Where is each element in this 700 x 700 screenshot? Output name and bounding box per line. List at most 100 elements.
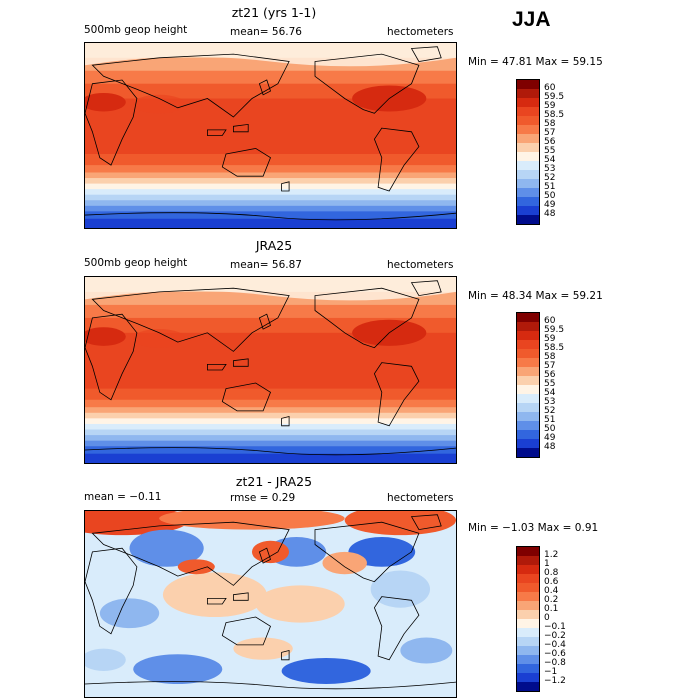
panel-variable-obs: 500mb geop height [84, 257, 188, 269]
colorbar-swatch [517, 331, 539, 340]
colorbar-swatch [517, 152, 539, 161]
colorbar-swatch [517, 322, 539, 331]
colorbar-swatch [517, 448, 539, 457]
max-value-diff: Max = 0.91 [537, 522, 599, 534]
colorbar-label: 58.5 [544, 110, 565, 120]
colorbar-label: 59 [544, 334, 556, 344]
map-field-diff [85, 511, 456, 697]
season-label: JJA [512, 8, 551, 31]
colorbar-swatch [517, 385, 539, 394]
colorbar-label: 0.4 [544, 586, 559, 596]
colorbar-label: 50 [544, 191, 556, 201]
colorbar-label: 49 [544, 200, 556, 210]
min-value-obs: Min = 48.34 [468, 290, 533, 302]
colorbar-swatch [517, 313, 539, 322]
colorbar-label: 0.1 [544, 604, 559, 614]
colorbar-label: 1.2 [544, 550, 559, 560]
colorbar-swatch [517, 601, 539, 610]
panel-mean-model: mean= 56.76 [230, 26, 302, 38]
colorbar-swatch [517, 619, 539, 628]
colorbar-label: 57 [544, 128, 556, 138]
colorbar-swatch [517, 628, 539, 637]
map-diff [84, 510, 457, 698]
colorbar-swatch [517, 610, 539, 619]
colorbar-swatch [517, 412, 539, 421]
map-field-model [85, 43, 456, 228]
colorbar-label: −0.2 [544, 631, 566, 641]
colorbar-label: 1 [544, 559, 550, 569]
colorbar-swatch [517, 430, 539, 439]
panel-rmse-diff: rmse = 0.29 [230, 492, 296, 504]
minmax-diff: Min = −1.03 Max = 0.91 [468, 522, 598, 534]
colorbar-swatch [517, 188, 539, 197]
map-obs [84, 276, 457, 464]
colorbar-label: 52 [544, 406, 556, 416]
colorbar-label: 58 [544, 352, 556, 362]
max-value-model: Max = 59.15 [535, 56, 603, 68]
colorbar-label: 58.5 [544, 343, 565, 353]
colorbar-label: 60 [544, 83, 556, 93]
colorbar-label: 51 [544, 415, 556, 425]
colorbar-label: 53 [544, 164, 556, 174]
colorbar-label: 54 [544, 155, 556, 165]
colorbar-label: 0.8 [544, 568, 559, 578]
colorbar-label: 50 [544, 424, 556, 434]
colorbar-label: 55 [544, 379, 556, 389]
colorbar-label: 48 [544, 442, 556, 452]
colorbar-label: −0.8 [544, 658, 566, 668]
colorbar-swatch [517, 170, 539, 179]
colorbar-swatch [517, 80, 539, 89]
colorbar-label: 56 [544, 137, 556, 147]
colorbar-label: 48 [544, 209, 556, 219]
colorbar-swatch [517, 89, 539, 98]
colorbar-swatch [517, 547, 539, 556]
colorbar-swatch [517, 394, 539, 403]
colorbar-swatch [517, 403, 539, 412]
panel-title-model: zt21 (yrs 1-1) [231, 5, 317, 20]
colorbar-label: 56 [544, 370, 556, 380]
colorbar-swatch [517, 583, 539, 592]
colorbar-label: −1 [544, 667, 558, 677]
colorbar-label: 58 [544, 119, 556, 129]
colorbar-label: −0.1 [544, 622, 566, 632]
colorbar-swatch [517, 179, 539, 188]
panel-title-obs: JRA25 [255, 238, 293, 253]
colorbar-swatch [517, 664, 539, 673]
colorbar-swatch [517, 646, 539, 655]
panel-mean-diff: mean = −0.11 [84, 491, 162, 503]
colorbar-label: −0.6 [544, 649, 566, 659]
colorbar-swatch [517, 592, 539, 601]
colorbar-label: 49 [544, 433, 556, 443]
colorbar-label: 59 [544, 101, 556, 111]
colorbar-diff [516, 546, 540, 692]
colorbar-swatch [517, 125, 539, 134]
colorbar-swatch [517, 134, 539, 143]
colorbar-label: 60 [544, 316, 556, 326]
colorbar-label: 52 [544, 173, 556, 183]
panel-units-diff: hectometers [387, 492, 454, 504]
colorbar-label: 59.5 [544, 92, 565, 102]
colorbar-swatch [517, 143, 539, 152]
colorbar-swatch [517, 197, 539, 206]
colorbar-swatch [517, 565, 539, 574]
colorbar-swatch [517, 637, 539, 646]
colorbar-swatch [517, 349, 539, 358]
panel-mean-obs: mean= 56.87 [230, 259, 302, 271]
minmax-obs: Min = 48.34 Max = 59.21 [468, 290, 603, 302]
minmax-model: Min = 47.81 Max = 59.15 [468, 56, 603, 68]
min-value-model: Min = 47.81 [468, 56, 533, 68]
colorbar-model [516, 79, 540, 225]
colorbar-swatch [517, 439, 539, 448]
colorbar-swatch [517, 358, 539, 367]
colorbar-swatch [517, 215, 539, 224]
panel-title-diff: zt21 - JRA25 [235, 474, 313, 489]
panel-units-obs: hectometers [387, 259, 454, 271]
colorbar-label: −1.2 [544, 676, 566, 686]
colorbar-swatch [517, 574, 539, 583]
colorbar-swatch [517, 421, 539, 430]
colorbar-label: 57 [544, 361, 556, 371]
min-value-diff: Min = −1.03 [468, 522, 535, 534]
colorbar-swatch [517, 116, 539, 125]
colorbar-swatch [517, 367, 539, 376]
panel-units-model: hectometers [387, 26, 454, 38]
